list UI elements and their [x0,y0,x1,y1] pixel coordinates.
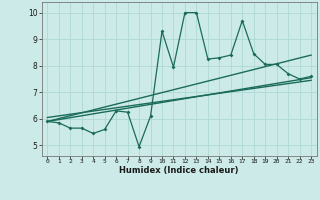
X-axis label: Humidex (Indice chaleur): Humidex (Indice chaleur) [119,166,239,175]
